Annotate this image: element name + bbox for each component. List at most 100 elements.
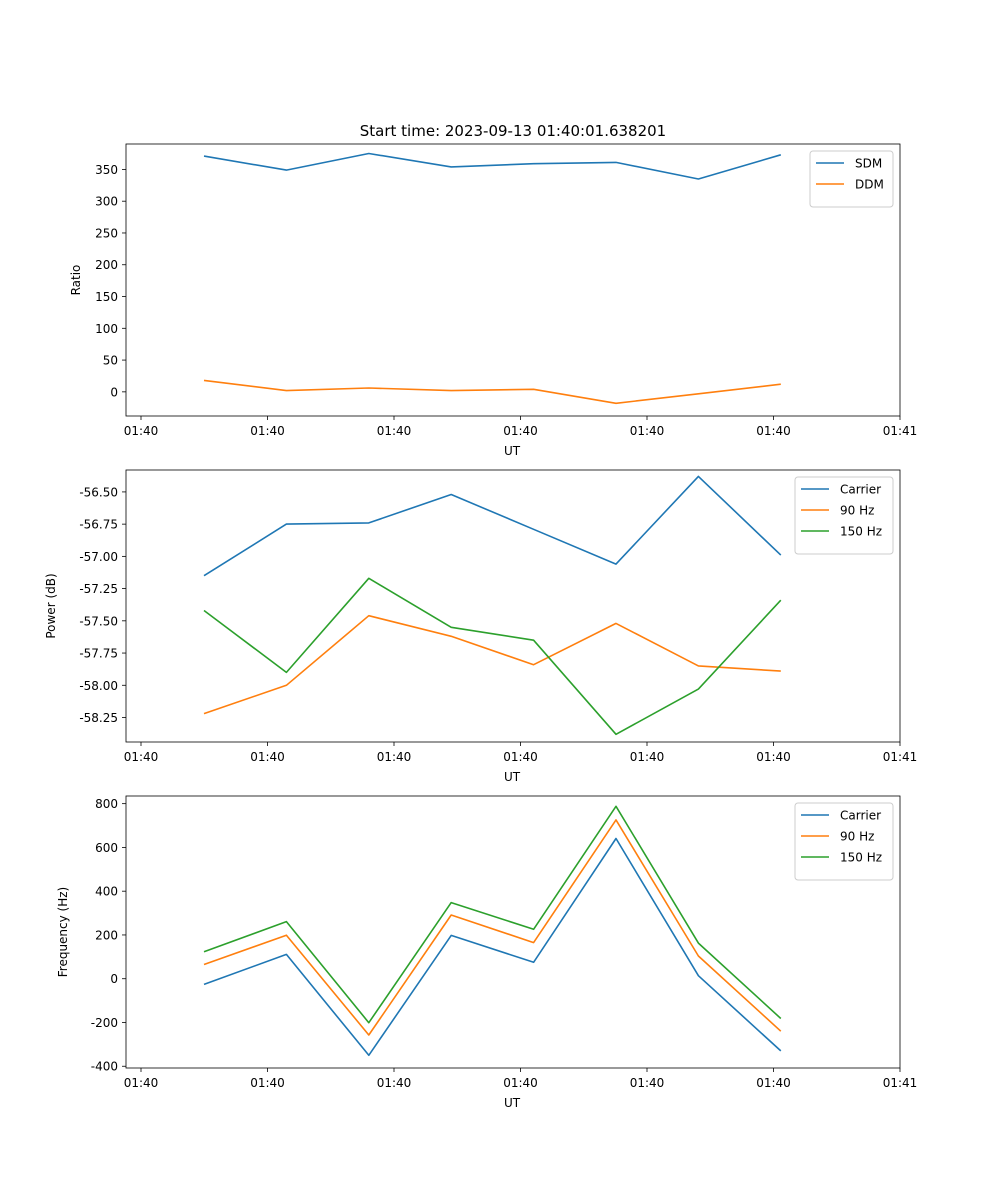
- y-tick-label: 200: [95, 258, 118, 272]
- legend-label: SDM: [855, 157, 882, 171]
- data-point: [615, 161, 618, 164]
- data-point: [450, 626, 453, 629]
- charts: 0 50 100 150 200 250 300 350 01:40 01:40 01:40 01:4…: [44, 143, 918, 1110]
- y-tick-label: -58.25: [79, 711, 118, 725]
- y-tick-label: -58.00: [79, 679, 118, 693]
- y-tick-label: -400: [91, 1060, 118, 1074]
- data-point: [697, 664, 700, 667]
- plot-frame: [125, 143, 901, 417]
- y-tick-label: 0: [110, 385, 118, 399]
- y-tick-label: -56.50: [79, 485, 118, 499]
- series-line-90-hz: [203, 614, 781, 715]
- data-point: [615, 837, 618, 840]
- data-point: [532, 639, 535, 642]
- data-point: [203, 950, 206, 953]
- y-tick-label: 200: [95, 928, 118, 942]
- legend-label: Carrier: [840, 809, 881, 823]
- x-tick-label: 01:40: [503, 750, 538, 764]
- series-line-carrier: [203, 837, 782, 1057]
- data-point: [532, 162, 535, 165]
- legend-label: 150 Hz: [840, 525, 882, 539]
- y-tick-label: 100: [95, 322, 118, 336]
- legend-label: Carrier: [840, 483, 881, 497]
- data-point: [285, 953, 288, 956]
- chart-panel-2: -58.25 -58.00 -57.75 -57.50 -57.25 -57.00 -56.…: [44, 469, 918, 784]
- y-tick-label: -57.25: [79, 582, 118, 596]
- y-axis-label: Ratio: [69, 265, 83, 296]
- data-point: [285, 920, 288, 923]
- legend-label: 90 Hz: [840, 504, 874, 518]
- data-point: [367, 1021, 370, 1024]
- data-point: [203, 379, 206, 382]
- x-tick-label: 01:40: [377, 424, 412, 438]
- x-tick-label: 01:41: [883, 750, 918, 764]
- y-tick-label: -200: [91, 1016, 118, 1030]
- y-tick-label: 600: [95, 841, 118, 855]
- x-tick-label: 01:40: [503, 424, 538, 438]
- x-tick-label: 01:40: [503, 1076, 538, 1090]
- data-point: [367, 1054, 370, 1057]
- data-point: [779, 1049, 782, 1052]
- data-point: [285, 389, 288, 392]
- legend-label: DDM: [855, 178, 884, 192]
- plot-frame: [125, 469, 901, 743]
- data-point: [779, 670, 782, 673]
- series-line-150-hz: [203, 805, 782, 1024]
- data-point: [532, 928, 535, 931]
- legend-label: 150 Hz: [840, 851, 882, 865]
- data-point: [367, 577, 370, 580]
- y-tick-label: -57.00: [79, 550, 118, 564]
- plot-frame: [125, 795, 901, 1069]
- y-tick-label: 50: [103, 354, 118, 368]
- x-tick-label: 01:40: [377, 1076, 412, 1090]
- x-tick-label: 01:41: [883, 1076, 918, 1090]
- data-point: [203, 963, 206, 966]
- series-line-ddm: [203, 379, 781, 405]
- legend-box: [794, 476, 894, 555]
- data-point: [532, 961, 535, 964]
- data-point: [615, 622, 618, 625]
- data-point: [367, 1033, 370, 1036]
- data-point: [779, 1030, 782, 1033]
- x-tick-label: 01:40: [377, 750, 412, 764]
- data-point: [203, 155, 206, 158]
- x-tick-label: 01:40: [124, 1076, 159, 1090]
- x-axis-label: UT: [504, 1096, 521, 1110]
- x-tick-label: 01:40: [124, 424, 159, 438]
- series-line-90-hz: [203, 819, 782, 1036]
- data-point: [285, 671, 288, 674]
- x-tick-label: 01:40: [250, 750, 285, 764]
- x-tick-label: 01:40: [756, 1076, 791, 1090]
- chart-panel-3: -400 -200 0 200 400 600 800 01:40 01:40 01:40 01:4…: [56, 795, 918, 1110]
- x-tick-label: 01:40: [250, 424, 285, 438]
- x-tick-label: 01:41: [883, 424, 918, 438]
- series-line-carrier: [203, 475, 782, 577]
- data-point: [532, 663, 535, 666]
- data-point: [203, 712, 206, 715]
- x-axis-label: UT: [504, 770, 521, 784]
- x-tick-label: 01:40: [250, 1076, 285, 1090]
- y-tick-label: 150: [95, 290, 118, 304]
- x-tick-label: 01:40: [756, 424, 791, 438]
- data-point: [697, 177, 700, 180]
- legend-box: [809, 150, 894, 208]
- data-point: [615, 818, 618, 821]
- x-tick-label: 01:40: [756, 750, 791, 764]
- data-point: [779, 554, 782, 557]
- data-point: [697, 475, 700, 478]
- data-point: [285, 684, 288, 687]
- data-point: [285, 169, 288, 172]
- data-point: [285, 934, 288, 937]
- y-tick-label: -56.75: [79, 518, 118, 532]
- y-axis-label: Power (dB): [44, 573, 58, 638]
- legend: SDM DDM: [809, 150, 894, 208]
- data-point: [697, 688, 700, 691]
- y-tick-label: 300: [95, 195, 118, 209]
- data-point: [450, 493, 453, 496]
- data-point: [697, 974, 700, 977]
- data-point: [367, 152, 370, 155]
- data-point: [615, 733, 618, 736]
- legend: Carrier 90 Hz 150 Hz: [794, 476, 894, 555]
- data-point: [450, 934, 453, 937]
